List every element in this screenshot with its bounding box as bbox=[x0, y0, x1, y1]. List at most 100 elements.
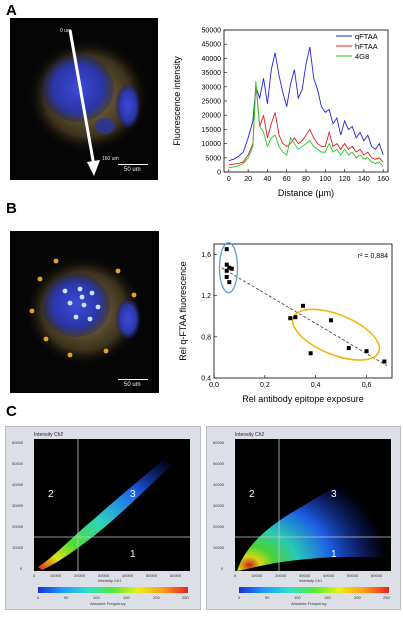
cyto-ytick: 10000 bbox=[12, 545, 24, 550]
y-tick-label: 30000 bbox=[202, 84, 222, 91]
series-line-qFTAA bbox=[228, 46, 384, 162]
y-tick-label: 10000 bbox=[202, 141, 222, 148]
y-tick-label: 25000 bbox=[202, 99, 222, 106]
scale-bar-label: 50 um bbox=[124, 382, 141, 388]
data-point bbox=[224, 247, 229, 252]
plot-frame bbox=[213, 243, 393, 379]
colorbar-tick: 0 bbox=[238, 595, 241, 600]
cyto-xtick: 30000 bbox=[98, 573, 110, 578]
y-axis-title: Fluorescence intensity bbox=[172, 56, 182, 146]
colorbar-tick: 150 bbox=[123, 595, 130, 600]
colorbar-tick: 50 bbox=[265, 595, 270, 600]
gate-label-1: 1 bbox=[130, 549, 136, 560]
x-tick-label: 20 bbox=[244, 176, 252, 183]
y-tick-label: 0 bbox=[217, 170, 221, 177]
gate-label-2: 2 bbox=[48, 489, 54, 500]
data-point bbox=[301, 303, 305, 308]
x-tick-label: 0,0 bbox=[209, 382, 219, 389]
micrograph-b-image bbox=[24, 255, 144, 367]
data-point bbox=[328, 318, 333, 323]
x-tick-label: 160 bbox=[377, 176, 389, 183]
data-point bbox=[346, 346, 351, 351]
cyto-y-title: Intensity Ch2 bbox=[34, 432, 64, 438]
y-tick-label: 20000 bbox=[202, 113, 222, 120]
y-tick-label: 1,2 bbox=[201, 293, 211, 300]
y-tick-label: 0,8 bbox=[201, 334, 211, 341]
panel-c-left-cytofluorogram: Intensity Ch2 60000 50000 40000 30000 20… bbox=[5, 426, 201, 610]
colorbar-tick: 0 bbox=[37, 595, 40, 600]
colorbar-title: Absolute Frequency bbox=[90, 601, 126, 606]
cyto-ytick: 0 bbox=[221, 566, 224, 571]
panel-c-right-cytofluorogram: Intensity Ch2 60000 50000 40000 30000 20… bbox=[206, 426, 401, 610]
cyto-xtick: 10000 bbox=[251, 573, 263, 578]
cyto-xtick: 40000 bbox=[122, 573, 134, 578]
cyto-xtick: 20000 bbox=[275, 573, 287, 578]
cyto-ytick: 50000 bbox=[213, 461, 225, 466]
colorbar-tick: 250 bbox=[383, 595, 390, 600]
x-tick-label: 140 bbox=[358, 176, 370, 183]
cyto-xtick: 10000 bbox=[50, 573, 62, 578]
legend-label: 4G8 bbox=[355, 52, 369, 61]
data-point bbox=[293, 315, 298, 320]
y-tick-label: 5000 bbox=[205, 155, 221, 162]
x-tick-label: 120 bbox=[339, 176, 351, 183]
cyto-ytick: 40000 bbox=[12, 482, 24, 487]
colorbar bbox=[239, 587, 389, 593]
micrograph-a-image bbox=[26, 38, 150, 154]
panel-b-micrograph: 50 um bbox=[10, 231, 159, 393]
blue-cluster-ellipse bbox=[218, 242, 239, 294]
scale-bar bbox=[118, 164, 148, 165]
cyto-xtick: 0 bbox=[33, 573, 36, 578]
x-tick-label: 0,2 bbox=[260, 382, 270, 389]
orange-cluster-ellipse bbox=[292, 308, 381, 361]
orange-roi-dots bbox=[29, 258, 137, 358]
panel-c-label: C bbox=[6, 403, 17, 420]
cyto-xtick: 60000 bbox=[170, 573, 182, 578]
x-tick-label: 100 bbox=[319, 176, 331, 183]
y-tick-label: 40000 bbox=[202, 56, 222, 63]
panel-b-scatter-chart: 0,4 0,8 1,2 1,6 0,0 0,2 0,4 0,6 Rel antibody epi… bbox=[166, 238, 398, 408]
scale-bar bbox=[118, 379, 148, 380]
y-axis-title: Rel q-FTAA fluorescence bbox=[178, 261, 188, 360]
colorbar-tick: 200 bbox=[153, 595, 160, 600]
cyto-y-title: Intensity Ch2 bbox=[235, 432, 265, 438]
y-tick-label: 1,6 bbox=[201, 252, 211, 259]
scale-bar-label: 50 um bbox=[124, 167, 141, 173]
cyto-ytick: 50000 bbox=[12, 461, 24, 466]
data-point bbox=[224, 274, 229, 279]
colorbar-tick: 100 bbox=[93, 595, 100, 600]
cyto-xtick: 40000 bbox=[323, 573, 335, 578]
y-tick-label: 35000 bbox=[202, 70, 222, 77]
cyto-ytick: 40000 bbox=[213, 482, 225, 487]
x-axis-title: Rel antibody epitope exposure bbox=[242, 394, 364, 404]
legend-label: qFTAA bbox=[355, 32, 378, 41]
cyto-x-title: Intensity Ch1 bbox=[299, 578, 323, 583]
line-chart-svg: 0 5000 10000 15000 20000 25000 30000 35000 40000… bbox=[172, 28, 389, 199]
cyto-xtick: 60000 bbox=[371, 573, 383, 578]
y-tick-label: 45000 bbox=[202, 42, 222, 49]
x-tick-label: 0,6 bbox=[362, 382, 372, 389]
data-point bbox=[364, 349, 369, 354]
data-point bbox=[227, 265, 232, 270]
gate-label-3: 3 bbox=[130, 489, 136, 500]
data-point bbox=[288, 316, 293, 321]
distance-arrow bbox=[68, 29, 100, 176]
cyto-ytick: 20000 bbox=[12, 524, 24, 529]
r-squared-annotation: r² = 0,884 bbox=[358, 253, 388, 260]
arrow-end-label: 160 um bbox=[102, 156, 119, 162]
gate-label-2: 2 bbox=[249, 489, 255, 500]
data-point bbox=[224, 268, 229, 273]
colorbar-title: Absolute Frequency bbox=[291, 601, 327, 606]
panel-a-micrograph: 0 um 160 um 50 um bbox=[10, 18, 158, 180]
cyto-ytick: 30000 bbox=[12, 503, 24, 508]
data-point bbox=[227, 280, 232, 285]
scatter-chart-svg: 0,4 0,8 1,2 1,6 0,0 0,2 0,4 0,6 Rel antibody epi… bbox=[178, 242, 393, 404]
cyto-xtick: 50000 bbox=[146, 573, 158, 578]
x-tick-label: 40 bbox=[264, 176, 272, 183]
gate-label-3: 3 bbox=[331, 489, 337, 500]
cyto-scatter-area: 2 3 1 bbox=[235, 439, 391, 571]
cyto-scatter-area: 2 3 1 bbox=[34, 439, 190, 571]
colorbar bbox=[38, 587, 188, 593]
cyto-xtick: 30000 bbox=[299, 573, 311, 578]
colorbar-tick: 100 bbox=[294, 595, 301, 600]
